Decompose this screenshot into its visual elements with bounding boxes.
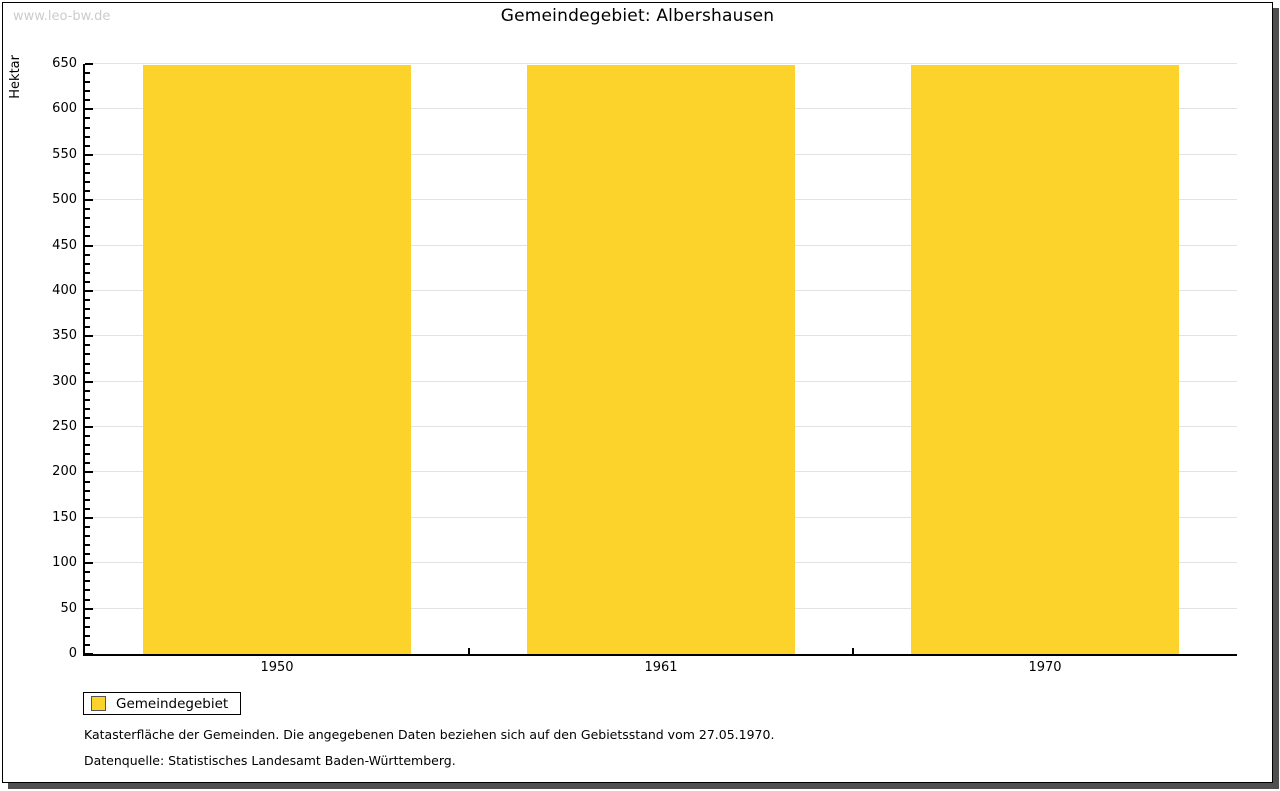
- x-axis-label-1970: 1970: [1028, 660, 1062, 675]
- y-axis-minor-tick: [85, 580, 90, 583]
- y-axis-minor-tick: [85, 162, 90, 165]
- y-axis-minor-tick: [85, 634, 90, 637]
- y-axis-major-tick-600: [85, 108, 93, 111]
- x-axis-label-1950: 1950: [260, 660, 294, 675]
- y-axis-minor-tick: [85, 444, 90, 447]
- y-axis-tick-label-650: 650: [52, 56, 77, 71]
- footnote-data-source: Datenquelle: Statistisches Landesamt Bad…: [84, 753, 456, 768]
- y-axis-minor-tick: [85, 280, 90, 283]
- y-axis-minor-tick: [85, 344, 90, 347]
- chart-title: Gemeindegebiet: Albershausen: [500, 6, 775, 26]
- y-axis-minor-tick: [85, 398, 90, 401]
- y-axis-minor-tick: [85, 308, 90, 311]
- y-axis-minor-tick: [85, 571, 90, 574]
- y-axis-minor-tick: [85, 90, 90, 93]
- y-axis-major-tick-200: [85, 471, 93, 474]
- y-axis-minor-tick: [85, 489, 90, 492]
- y-axis-minor-tick: [85, 81, 90, 84]
- y-axis-tick-label-200: 200: [52, 464, 77, 480]
- y-axis-minor-tick: [85, 126, 90, 129]
- watermark-text: www.leo-bw.de: [13, 9, 111, 24]
- y-axis-tick-label-550: 550: [52, 146, 77, 162]
- y-axis-minor-tick: [85, 235, 90, 238]
- legend-label: Gemeindegebiet: [116, 695, 229, 712]
- y-axis-minor-tick: [85, 544, 90, 547]
- y-axis-tick-label-250: 250: [52, 419, 77, 435]
- y-axis-tick-label-350: 350: [52, 328, 77, 344]
- y-axis-tick-label-300: 300: [52, 373, 77, 389]
- y-axis-tick-label-400: 400: [52, 282, 77, 298]
- y-axis-major-tick-400: [85, 289, 93, 292]
- y-axis-minor-tick: [85, 462, 90, 465]
- y-axis-major-tick-50: [85, 607, 93, 610]
- legend-swatch: [91, 696, 106, 711]
- y-axis-minor-tick: [85, 643, 90, 646]
- gridline-650: [85, 63, 1237, 64]
- y-axis-minor-tick: [85, 362, 90, 365]
- y-axis-minor-tick: [85, 117, 90, 120]
- y-axis-minor-tick: [85, 317, 90, 320]
- y-axis-tick-label-0: 0: [68, 646, 77, 661]
- y-axis-minor-tick: [85, 453, 90, 456]
- bar-chart-plot-area: 1950 1961 1970 0 50 100 150 200 250 300 350 400 450 5…: [52, 56, 1237, 675]
- y-axis-major-tick-300: [85, 380, 93, 383]
- y-axis-major-tick-0: [85, 653, 93, 655]
- y-axis-major-tick-650: [85, 63, 93, 65]
- y-axis-minor-tick: [85, 435, 90, 438]
- x-axis-label-1961: 1961: [644, 660, 678, 675]
- y-axis-major-tick-350: [85, 335, 93, 338]
- y-axis-minor-tick: [85, 326, 90, 329]
- y-axis-minor-tick: [85, 99, 90, 102]
- y-axis-tick-label-600: 600: [52, 101, 77, 117]
- y-axis-tick-label-50: 50: [60, 600, 77, 616]
- y-axis-minor-tick: [85, 417, 90, 419]
- y-axis-minor-tick: [85, 535, 90, 537]
- y-axis-major-tick-550: [85, 153, 93, 156]
- y-axis-minor-tick: [85, 407, 90, 410]
- x-axis-tick: [468, 648, 470, 654]
- y-axis-minor-tick: [85, 589, 90, 592]
- y-axis-minor-tick: [85, 553, 90, 556]
- bar-1950: [142, 64, 412, 654]
- y-axis-minor-tick: [85, 525, 90, 528]
- y-axis-minor-tick: [85, 389, 90, 392]
- y-axis-minor-tick: [85, 598, 90, 601]
- y-axis-minor-tick: [85, 208, 90, 211]
- y-axis-minor-tick: [85, 616, 90, 619]
- y-axis-minor-tick: [85, 181, 90, 183]
- bar-1961: [526, 64, 796, 654]
- y-axis-minor-tick: [85, 371, 90, 374]
- y-axis-tick-label-450: 450: [52, 237, 77, 253]
- y-axis-minor-tick: [85, 498, 90, 501]
- y-axis-major-tick-150: [85, 516, 93, 519]
- y-axis-minor-tick: [85, 226, 90, 229]
- x-axis-tick: [852, 648, 854, 654]
- y-axis-major-tick-500: [85, 199, 93, 202]
- y-axis-minor-tick: [85, 353, 90, 356]
- y-axis-minor-tick: [85, 262, 90, 265]
- y-axis-tick-label-500: 500: [52, 192, 77, 208]
- y-axis-major-tick-250: [85, 426, 93, 429]
- footnote-source-note: Katasterfläche der Gemeinden. Die angege…: [84, 727, 775, 742]
- y-axis-minor-tick: [85, 625, 90, 628]
- y-axis-minor-tick: [85, 299, 90, 301]
- y-axis-minor-tick: [85, 271, 90, 274]
- bar-1970: [910, 64, 1180, 654]
- y-axis-major-tick-100: [85, 562, 93, 565]
- y-axis-minor-tick: [85, 507, 90, 510]
- legend: Gemeindegebiet: [83, 692, 242, 715]
- y-axis-minor-tick: [85, 253, 90, 256]
- y-axis-minor-tick: [85, 135, 90, 138]
- y-axis-minor-tick: [85, 480, 90, 483]
- y-axis-minor-tick: [85, 171, 90, 174]
- y-axis-minor-tick: [85, 72, 90, 75]
- y-axis-major-tick-450: [85, 244, 93, 247]
- y-axis-minor-tick: [85, 144, 90, 147]
- y-axis-minor-tick: [85, 190, 90, 193]
- y-axis-tick-label-150: 150: [52, 509, 77, 525]
- y-axis-title: Hektar: [8, 55, 23, 99]
- y-axis-minor-tick: [85, 217, 90, 220]
- y-axis-tick-label-100: 100: [52, 555, 77, 571]
